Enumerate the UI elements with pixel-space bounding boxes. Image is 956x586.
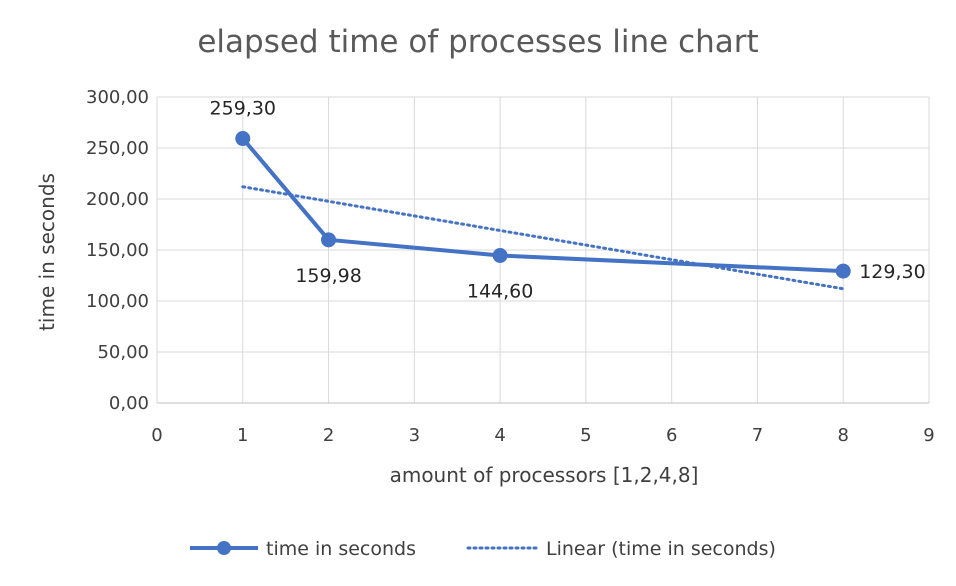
x-tick-label: 5 bbox=[580, 425, 591, 446]
data-point-marker bbox=[492, 248, 508, 264]
chart-title: elapsed time of processes line chart bbox=[197, 24, 758, 60]
legend: time in seconds Linear (time in seconds) bbox=[190, 538, 776, 560]
series-layer bbox=[235, 131, 851, 291]
x-tick-label: 4 bbox=[494, 425, 505, 446]
data-label: 129,30 bbox=[859, 261, 925, 283]
y-tick-label: 50,00 bbox=[97, 342, 149, 363]
x-tick-label: 3 bbox=[409, 425, 420, 446]
trendline-linear bbox=[241, 185, 845, 291]
x-tick-label: 2 bbox=[323, 425, 334, 446]
y-tick-label: 150,00 bbox=[86, 240, 149, 261]
x-tick-label: 6 bbox=[666, 425, 677, 446]
y-tick-label: 250,00 bbox=[86, 138, 149, 159]
data-point-marker bbox=[321, 232, 337, 248]
data-point-marker bbox=[235, 131, 251, 147]
legend-marker-time-in-seconds bbox=[217, 541, 231, 555]
legend-label-linear: Linear (time in seconds) bbox=[546, 538, 776, 560]
series-line-time-in-seconds bbox=[241, 137, 844, 274]
x-tick-label: 9 bbox=[923, 425, 934, 446]
data-label: 159,98 bbox=[295, 265, 361, 287]
y-tick-label: 200,00 bbox=[86, 189, 149, 210]
y-axis-title: time in seconds bbox=[35, 173, 59, 331]
grid bbox=[157, 96, 930, 404]
data-point-marker bbox=[835, 263, 851, 279]
data-label: 259,30 bbox=[210, 98, 276, 120]
data-labels: 259,30 159,98 144,60 129,30 bbox=[210, 98, 926, 303]
data-label: 144,60 bbox=[467, 281, 533, 303]
x-tick-label: 0 bbox=[151, 425, 162, 446]
y-tick-label: 0,00 bbox=[109, 393, 149, 414]
x-axis-title: amount of processors [1,2,4,8] bbox=[390, 463, 699, 487]
x-tick-label: 8 bbox=[837, 425, 848, 446]
y-tick-label: 300,00 bbox=[86, 87, 149, 108]
x-tick-label: 1 bbox=[237, 425, 248, 446]
legend-label-time-in-seconds: time in seconds bbox=[266, 538, 416, 560]
axes: 0,00 50,00 100,00 150,00 200,00 250,00 300,00 0… bbox=[86, 87, 935, 446]
y-tick-label: 100,00 bbox=[86, 291, 149, 312]
x-tick-label: 7 bbox=[752, 425, 763, 446]
